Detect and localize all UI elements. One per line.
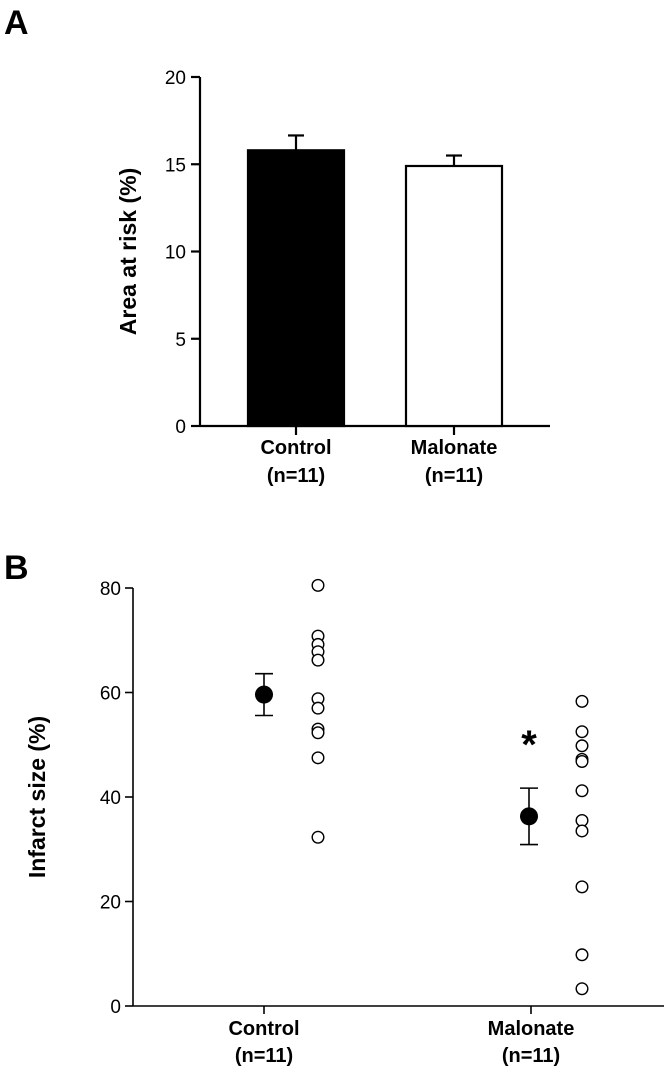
panel-a-bar-chart: 0 5 10 15 20 Control (n=11) Malonate (n=11) Area …: [115, 68, 550, 487]
b-individual-point: [575, 982, 589, 996]
b-individual-point: [575, 754, 589, 768]
a-category-n-label: (n=11): [267, 465, 325, 487]
b-mean-point-control: [255, 685, 273, 704]
b-individual-point: [575, 739, 589, 753]
a-y-tick-label: 0: [175, 417, 186, 438]
panel-b-scatter-chart: 0 20 40 60 80 Control (n=11) Malonate (n=11) * Inf…: [24, 578, 664, 1067]
a-bar-control: [246, 149, 346, 428]
panel-label-a: A: [4, 4, 29, 42]
b-individual-point: [575, 948, 589, 962]
panel-label-b: B: [4, 549, 29, 587]
a-y-tick-label: 10: [165, 243, 186, 264]
a-category-label: Control: [260, 437, 331, 459]
b-y-tick-label: 40: [100, 788, 121, 809]
a-bar-malonate: [404, 164, 504, 428]
b-mean-point-malonate: [520, 807, 538, 826]
b-individual-point: [575, 725, 589, 739]
a-y-tick-label: 20: [165, 68, 186, 89]
a-y-axis-title: Area at risk (%): [115, 168, 141, 335]
b-category-n-label: (n=11): [502, 1045, 560, 1067]
b-y-tick-label: 20: [100, 893, 121, 914]
b-individual-point: [311, 830, 325, 844]
b-individual-point: [311, 751, 325, 765]
b-category-label: Malonate: [488, 1018, 575, 1040]
b-y-tick-label: 0: [110, 997, 121, 1018]
b-significance-marker: *: [521, 723, 537, 767]
b-category-label: Control: [228, 1018, 299, 1040]
b-individual-point: [575, 694, 589, 708]
b-individual-point: [311, 701, 325, 715]
a-y-tick-label: 5: [175, 330, 186, 351]
b-individual-point: [311, 726, 325, 740]
b-category-n-label: (n=11): [235, 1045, 293, 1067]
b-y-axis-title: Infarct size (%): [24, 716, 50, 878]
a-category-label: Malonate: [411, 437, 498, 459]
a-y-tick-label: 15: [165, 155, 186, 176]
b-individual-point: [575, 824, 589, 838]
b-y-tick-label: 60: [100, 684, 121, 705]
b-individual-point: [575, 880, 589, 894]
b-individual-point: [311, 578, 325, 592]
b-individual-point: [311, 653, 325, 667]
b-individual-point: [575, 784, 589, 798]
a-category-n-label: (n=11): [425, 465, 483, 487]
b-y-tick-label: 80: [100, 579, 121, 600]
